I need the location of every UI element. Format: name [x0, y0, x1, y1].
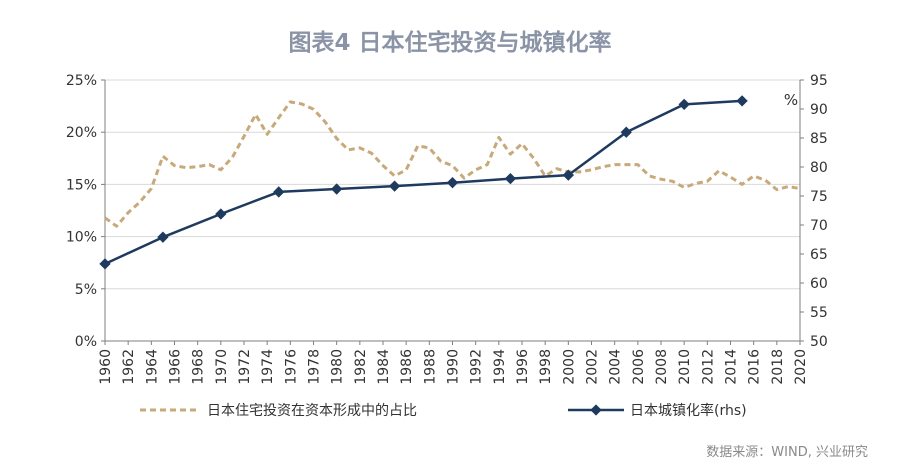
left-tick-label: 15% [66, 177, 97, 193]
right-tick-label: 55 [810, 305, 828, 321]
data-point-urbanization [562, 169, 574, 181]
x-tick-label: 2020 [793, 349, 809, 385]
x-tick-label: 1968 [191, 349, 207, 385]
left-tick-label: 0% [75, 334, 97, 350]
x-tick-label: 1992 [469, 349, 485, 385]
x-tick-label: 2000 [561, 349, 577, 385]
right-tick-label: 65 [810, 247, 828, 263]
x-tick-label: 1978 [307, 349, 323, 385]
x-tick-label: 1990 [446, 349, 462, 385]
legend-marker-urbanization [590, 404, 602, 416]
data-point-urbanization [504, 172, 517, 185]
x-tick-label: 1960 [98, 349, 114, 385]
data-point-urbanization [620, 126, 632, 138]
x-tick-label: 1986 [399, 349, 415, 385]
axes: 0% 5% 10% 15% 20% 25% 50 55 60 65 70 75 80 85 90 95 1960… [66, 73, 828, 385]
x-tick-label: 1962 [121, 349, 137, 385]
chart-title: 图表4 日本住宅投资与城镇化率 [288, 29, 611, 56]
x-tick-label: 2012 [700, 349, 716, 385]
x-tick-label: 1974 [260, 349, 276, 385]
right-tick-label: 60 [810, 276, 828, 292]
x-tick-label: 1996 [515, 349, 531, 385]
left-tick-label: 25% [66, 73, 97, 89]
right-tick-label: 90 [810, 102, 828, 118]
x-tick-label: 1980 [330, 349, 346, 385]
left-tick-label: 10% [66, 230, 97, 246]
data-point-urbanization [388, 180, 401, 192]
data-source: 数据来源：WIND, 兴业研究 [706, 445, 868, 460]
right-tick-label: 95 [810, 73, 828, 89]
x-tick-label: 1966 [168, 349, 184, 385]
right-tick-label: 85 [810, 131, 828, 147]
right-tick-label: 50 [810, 334, 828, 350]
right-tick-label: 70 [810, 218, 828, 234]
x-tick-label: 1970 [214, 349, 230, 385]
x-tick-label: 1982 [353, 349, 369, 385]
right-axis-unit: % [784, 91, 798, 109]
x-tick-label: 2018 [770, 349, 786, 385]
legend: 日本住宅投资在资本形成中的占比 日本城镇化率(rhs) [140, 402, 747, 419]
legend-label-urbanization: 日本城镇化率(rhs) [630, 402, 747, 419]
x-tick-label: 2010 [677, 349, 693, 385]
x-tick-label: 1998 [538, 349, 554, 385]
data-point-urbanization [331, 183, 343, 195]
data-point-urbanization [736, 95, 748, 107]
left-tick-label: 20% [66, 125, 97, 141]
x-tick-label: 1984 [376, 349, 392, 385]
x-tick-label: 2006 [631, 349, 647, 385]
x-tick-label: 2002 [585, 349, 601, 385]
right-tick-label: 75 [810, 189, 828, 205]
x-tick-label: 1964 [144, 349, 160, 385]
series-line-urbanization [104, 99, 743, 266]
x-tick-label: 2008 [654, 349, 670, 385]
x-tick-label: 2004 [608, 349, 624, 385]
legend-label-investment-share: 日本住宅投资在资本形成中的占比 [207, 403, 417, 419]
x-tick-label: 2016 [747, 349, 763, 385]
series-line-investment-share [104, 100, 801, 228]
x-tick-label: 1994 [492, 349, 508, 385]
data-point-urbanization [273, 186, 285, 198]
data-point-urbanization [215, 208, 227, 220]
x-tick-label: 1976 [283, 349, 299, 385]
x-tick-label: 1972 [237, 349, 253, 385]
data-point-urbanization [99, 258, 111, 270]
x-tick-label: 1988 [422, 349, 438, 385]
data-point-urbanization [157, 231, 169, 243]
right-tick-label: 80 [810, 160, 828, 176]
x-tick-label: 2014 [724, 349, 740, 385]
data-point-urbanization [446, 177, 459, 189]
left-tick-label: 5% [75, 282, 97, 298]
series-layer [99, 95, 801, 270]
data-point-urbanization [678, 98, 690, 111]
